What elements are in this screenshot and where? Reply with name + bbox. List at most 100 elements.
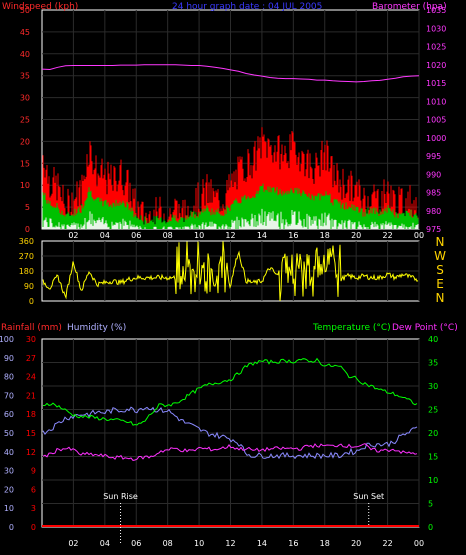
direction-letter: S bbox=[436, 263, 444, 277]
wind-x-tick-label: 20 bbox=[351, 231, 361, 240]
barometer-tick-label: 1015 bbox=[426, 79, 446, 88]
wind-speed-bars bbox=[42, 127, 419, 229]
humidity-line bbox=[42, 406, 418, 460]
temperature-panel: Sun Rise Sun Set 0102030405060708090100 … bbox=[0, 323, 458, 548]
temperature-x-tick-label: 16 bbox=[288, 539, 298, 548]
barometer-tick-label: 1010 bbox=[426, 97, 446, 106]
temperature-x-tick-label: 14 bbox=[257, 539, 267, 548]
wind-left-ticks: 0 5 10 15 20 25 30 35 40 45 50 bbox=[20, 6, 30, 234]
dew-point-axis-label: Dew Point (°C) bbox=[392, 323, 458, 333]
wind-direction-line bbox=[42, 241, 419, 301]
temperature-x-tick-label: 12 bbox=[225, 539, 235, 548]
temperature-x-tick-label: 02 bbox=[68, 539, 78, 548]
temperature-x-tick-label: 18 bbox=[320, 539, 330, 548]
direction-tick-label: 90 bbox=[24, 282, 34, 291]
barometer-tick-label: 1000 bbox=[426, 134, 446, 143]
temperature-tick-label: 10 bbox=[428, 476, 438, 485]
barometer-tick-label: 1035 bbox=[426, 6, 446, 15]
barometer-tick-label: 1005 bbox=[426, 116, 446, 125]
direction-tick-label: 270 bbox=[19, 252, 34, 261]
chart-title: 24 hour graph date : 04 JUL 2005 bbox=[172, 2, 322, 12]
sun-set-label: Sun Set bbox=[353, 492, 384, 501]
rainfall-ticks: 0 3 6 9 12 15 18 21 24 27 30 bbox=[26, 335, 36, 532]
rainfall-tick-label: 9 bbox=[31, 467, 36, 476]
wind-x-tick-label: 12 bbox=[225, 231, 235, 240]
direction-letter: E bbox=[436, 277, 444, 291]
rainfall-tick-label: 27 bbox=[26, 354, 36, 363]
dew-point-line bbox=[42, 443, 418, 461]
humidity-tick-label: 40 bbox=[4, 448, 14, 457]
wind-tick-label: 50 bbox=[20, 6, 30, 15]
wind-x-tick-label: 16 bbox=[288, 231, 298, 240]
temperature-x-tick-label: 22 bbox=[382, 539, 392, 548]
direction-tick-label: 180 bbox=[19, 267, 34, 276]
sun-rise-label: Sun Rise bbox=[103, 492, 138, 501]
wind-x-tick-label: 22 bbox=[382, 231, 392, 240]
wind-tick-label: 30 bbox=[20, 94, 30, 103]
humidity-tick-label: 60 bbox=[4, 410, 14, 419]
temperature-grid bbox=[42, 339, 420, 527]
wind-x-tick-label: 02 bbox=[68, 231, 78, 240]
humidity-tick-label: 80 bbox=[4, 373, 14, 382]
humidity-tick-label: 90 bbox=[4, 354, 14, 363]
rainfall-tick-label: 15 bbox=[26, 429, 36, 438]
rainfall-tick-label: 24 bbox=[26, 373, 36, 382]
wind-x-tick-label: 06 bbox=[131, 231, 141, 240]
temperature-tick-label: 25 bbox=[428, 406, 438, 415]
rainfall-tick-label: 6 bbox=[31, 485, 36, 494]
temperature-x-ticks: 02 04 06 08 10 12 14 16 18 20 22 00 bbox=[68, 539, 424, 548]
rainfall-tick-label: 0 bbox=[31, 523, 36, 532]
temperature-tick-label: 40 bbox=[428, 335, 438, 344]
rainfall-tick-label: 30 bbox=[26, 335, 36, 344]
rainfall-tick-label: 18 bbox=[26, 410, 36, 419]
wind-tick-label: 10 bbox=[20, 181, 30, 190]
rainfall-axis-label: Rainfall (mm) bbox=[1, 323, 62, 333]
barometer-line bbox=[41, 64, 420, 83]
wind-x-tick-label: 08 bbox=[163, 231, 173, 240]
barometer-tick-label: 980 bbox=[426, 207, 441, 216]
temperature-tick-label: 5 bbox=[428, 500, 433, 509]
wind-axis-label: Windspeed (kph) bbox=[2, 2, 78, 12]
humidity-tick-label: 30 bbox=[4, 467, 14, 476]
wind-tick-label: 15 bbox=[20, 159, 30, 168]
barometer-tick-label: 990 bbox=[426, 170, 441, 179]
wind-tick-label: 20 bbox=[20, 137, 30, 146]
barometer-tick-label: 995 bbox=[426, 152, 441, 161]
direction-left-ticks: 0 90 180 270 360 bbox=[19, 237, 34, 306]
wind-tick-label: 45 bbox=[20, 28, 30, 37]
wind-tick-label: 5 bbox=[25, 203, 30, 212]
barometer-tick-label: 1020 bbox=[426, 61, 446, 70]
temperature-axis-label: Temperature (°C) bbox=[312, 323, 391, 333]
temperature-x-tick-label: 04 bbox=[100, 539, 110, 548]
wind-right-ticks: 975 980 985 990 995 1000 1005 1010 1015 1020 1025 1… bbox=[426, 6, 446, 234]
temperature-x-tick-label: 06 bbox=[131, 539, 141, 548]
humidity-axis-label: Humidity (%) bbox=[67, 323, 126, 333]
direction-letter: N bbox=[436, 291, 445, 305]
wind-tick-label: 25 bbox=[20, 116, 30, 125]
direction-tick-label: 0 bbox=[29, 297, 34, 306]
temperature-line bbox=[42, 357, 418, 426]
direction-letter: W bbox=[434, 249, 446, 263]
humidity-tick-label: 20 bbox=[4, 485, 14, 494]
temperature-tick-label: 30 bbox=[428, 382, 438, 391]
barometer-tick-label: 1030 bbox=[426, 24, 446, 33]
humidity-tick-label: 100 bbox=[0, 335, 14, 344]
wind-x-tick-label: 18 bbox=[320, 231, 330, 240]
rainfall-tick-label: 21 bbox=[26, 391, 36, 400]
barometer-tick-label: 1025 bbox=[426, 43, 446, 52]
wind-tick-label: 35 bbox=[20, 72, 30, 81]
wind-x-tick-label: 04 bbox=[100, 231, 110, 240]
temperature-x-tick-label: 20 bbox=[351, 539, 361, 548]
humidity-tick-label: 10 bbox=[4, 504, 14, 513]
barometer-tick-label: 985 bbox=[426, 189, 441, 198]
wind-x-tick-label: 14 bbox=[257, 231, 267, 240]
humidity-tick-label: 70 bbox=[4, 391, 14, 400]
humidity-tick-label: 50 bbox=[4, 429, 14, 438]
barometer-tick-label: 975 bbox=[426, 225, 441, 234]
wind-x-tick-label: 10 bbox=[194, 231, 204, 240]
humidity-ticks: 0 10 20 30 40 50 60 70 80 90 100 bbox=[0, 335, 14, 532]
temperature-tick-label: 35 bbox=[428, 359, 438, 368]
